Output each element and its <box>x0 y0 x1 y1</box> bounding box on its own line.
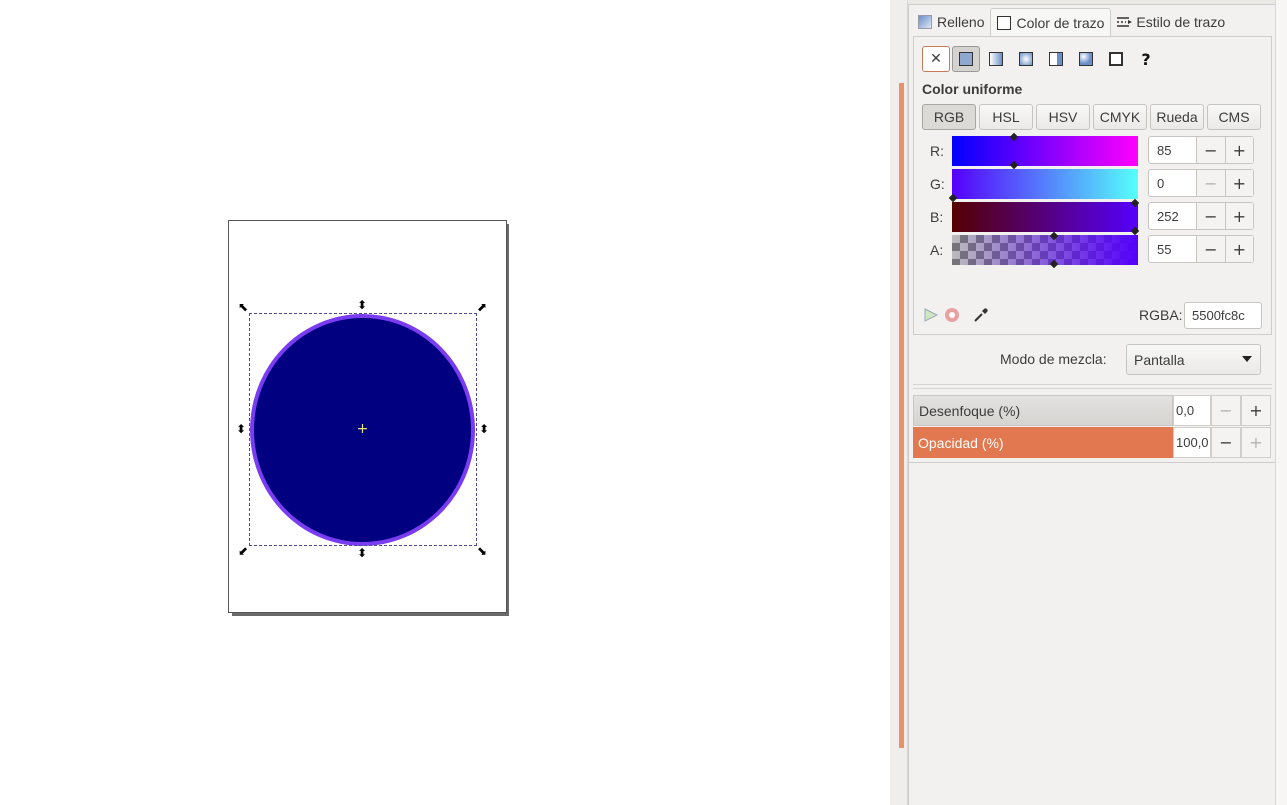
stroke-style-icon <box>1117 15 1133 29</box>
separator <box>913 388 1272 389</box>
swatch-button[interactable] <box>1102 46 1130 72</box>
scale-handle-top-left-icon[interactable]: ⬉ <box>237 300 249 314</box>
tab-fill[interactable]: Relleno <box>912 8 990 36</box>
blend-mode-value: Pantalla <box>1134 351 1185 368</box>
tab-rgb[interactable]: RGB <box>922 104 976 130</box>
blue-channel-label: B: <box>930 209 944 225</box>
selection-bounding-box <box>249 313 477 546</box>
opacity-label: Opacidad (%) <box>918 434 1004 451</box>
tab-hsv[interactable]: HSV <box>1036 104 1090 130</box>
green-increment-button[interactable]: + <box>1224 170 1254 196</box>
blur-slider[interactable]: Desenfoque (%) <box>913 395 1173 426</box>
green-value[interactable]: 0 <box>1157 175 1165 191</box>
scrollbar-thumb[interactable] <box>899 83 904 748</box>
separator <box>913 384 1272 385</box>
radial-gradient-button[interactable] <box>1012 46 1040 72</box>
green-slider[interactable] <box>948 169 1138 203</box>
blend-mode-label: Modo de mezcla: <box>1000 351 1107 367</box>
blue-slider[interactable] <box>952 198 1140 236</box>
opacity-decrement-button[interactable]: − <box>1211 427 1241 458</box>
tab-stroke-style-label: Estilo de trazo <box>1136 14 1226 30</box>
dock-top-border <box>908 0 1287 5</box>
blue-decrement-button[interactable]: − <box>1196 203 1225 229</box>
rotation-center-icon[interactable]: + <box>356 421 369 437</box>
opacity-row: Opacidad (%) 100,0 − + <box>913 427 1272 458</box>
flat-color-button[interactable] <box>952 46 980 72</box>
red-spinbox[interactable]: 85 − + <box>1148 136 1254 164</box>
alpha-channel-label: A: <box>930 242 944 258</box>
linear-gradient-icon <box>989 52 1003 66</box>
scale-handle-bottom-right-icon[interactable]: ⬊ <box>476 544 488 558</box>
selected-circle[interactable] <box>250 314 475 546</box>
blur-label: Desenfoque (%) <box>919 402 1021 419</box>
tab-fill-label: Relleno <box>937 14 985 30</box>
color-managed-icon <box>923 307 939 327</box>
rgba-input[interactable]: 5500fc8c <box>1184 302 1262 329</box>
tab-cms[interactable]: CMS <box>1207 104 1261 130</box>
unset-paint-button[interactable]: ? <box>1132 46 1160 72</box>
opacity-increment-button[interactable]: + <box>1241 427 1271 458</box>
mesh-gradient-icon <box>1079 52 1093 66</box>
green-spinbox[interactable]: 0 − + <box>1148 169 1254 197</box>
paint-mode-title: Color uniforme <box>922 81 1023 97</box>
alpha-spinbox[interactable]: 55 − + <box>1148 235 1254 263</box>
stroke-paint-icon <box>997 15 1012 30</box>
fill-icon <box>918 15 932 29</box>
red-slider[interactable] <box>952 132 1138 170</box>
red-increment-button[interactable]: + <box>1224 137 1254 163</box>
green-decrement-button[interactable]: − <box>1196 170 1225 196</box>
red-value[interactable]: 85 <box>1157 142 1172 158</box>
question-icon: ? <box>1141 49 1151 69</box>
blend-mode-select[interactable]: Pantalla <box>1126 344 1261 375</box>
color-mode-tabs: RGB HSL HSV CMYK Rueda CMS <box>922 104 1261 130</box>
scale-handle-left-icon[interactable]: ⬍ <box>235 422 247 436</box>
flat-color-icon <box>959 52 973 66</box>
out-of-gamut-icon <box>944 307 960 327</box>
swatch-icon <box>1109 52 1123 66</box>
fill-stroke-tabs: Relleno Color de trazo Estilo de trazo <box>912 8 1231 36</box>
blue-spinbox[interactable]: 252 − + <box>1148 202 1254 230</box>
blue-value[interactable]: 252 <box>1157 208 1179 224</box>
tab-stroke-paint-label: Color de trazo <box>1016 14 1105 31</box>
pattern-icon <box>1049 52 1063 66</box>
linear-gradient-button[interactable] <box>982 46 1010 72</box>
scale-handle-right-icon[interactable]: ⬍ <box>478 422 490 436</box>
blur-row: Desenfoque (%) 0,0 − + <box>913 395 1272 426</box>
chevron-down-icon <box>1242 356 1252 362</box>
scale-handle-bottom-icon[interactable]: ⬍ <box>356 546 368 560</box>
no-paint-button[interactable]: ✕ <box>922 46 950 72</box>
tab-hsl[interactable]: HSL <box>979 104 1033 130</box>
close-icon: ✕ <box>930 51 942 67</box>
dock-empty-area <box>909 462 1275 805</box>
rgba-label: RGBA: <box>1139 307 1183 323</box>
tab-stroke-style[interactable]: Estilo de trazo <box>1111 8 1231 36</box>
tab-stroke-paint[interactable]: Color de trazo <box>990 8 1112 36</box>
dock-side-strip <box>1275 0 1287 805</box>
blur-increment-button[interactable]: + <box>1241 395 1271 426</box>
green-channel-label: G: <box>930 176 945 192</box>
radial-gradient-icon <box>1019 52 1033 66</box>
eyedropper-icon[interactable] <box>972 306 990 328</box>
tab-wheel[interactable]: Rueda <box>1150 104 1204 130</box>
red-decrement-button[interactable]: − <box>1196 137 1225 163</box>
tab-cmyk[interactable]: CMYK <box>1093 104 1147 130</box>
scale-handle-top-right-icon[interactable]: ⬈ <box>476 300 488 314</box>
alpha-value[interactable]: 55 <box>1157 241 1172 257</box>
scale-handle-bottom-left-icon[interactable]: ⬋ <box>237 544 249 558</box>
scale-handle-top-icon[interactable]: ⬍ <box>356 298 368 312</box>
red-channel-label: R: <box>930 143 944 159</box>
alpha-slider[interactable] <box>952 231 1138 269</box>
mesh-gradient-button[interactable] <box>1072 46 1100 72</box>
opacity-slider[interactable]: Opacidad (%) <box>913 427 1173 458</box>
opacity-value[interactable]: 100,0 <box>1173 427 1211 458</box>
blur-value[interactable]: 0,0 <box>1173 395 1211 426</box>
alpha-increment-button[interactable]: + <box>1224 236 1254 262</box>
blur-decrement-button[interactable]: − <box>1211 395 1241 426</box>
blue-increment-button[interactable]: + <box>1224 203 1254 229</box>
alpha-decrement-button[interactable]: − <box>1196 236 1225 262</box>
pattern-button[interactable] <box>1042 46 1070 72</box>
